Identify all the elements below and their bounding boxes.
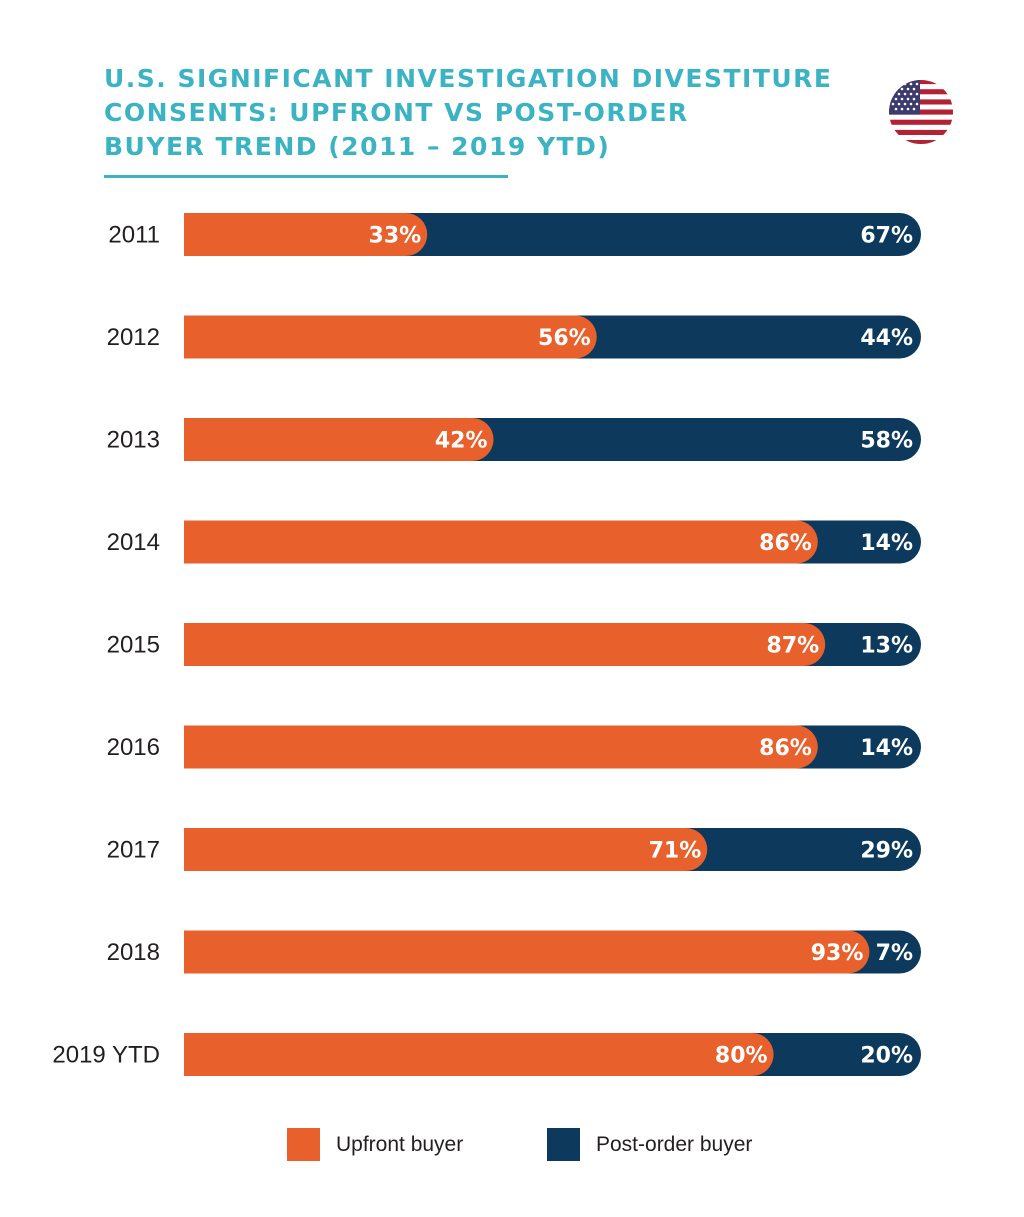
value-label-upfront: 56%	[538, 326, 591, 351]
value-label-upfront: 33%	[369, 224, 422, 249]
bar-upfront	[184, 725, 818, 769]
legend-label-upfront: Upfront buyer	[336, 1133, 464, 1156]
value-label-upfront: 93%	[811, 941, 864, 966]
value-label-post-order: 67%	[860, 224, 913, 249]
chart-title: U.S. SIGNIFICANT INVESTIGATION DIVESTITU…	[104, 62, 844, 164]
bar-upfront	[184, 623, 826, 666]
value-label-upfront: 86%	[759, 531, 812, 556]
chart-title-line-3: BUYER TREND (2011 – 2019 YTD)	[104, 132, 611, 161]
bar-upfront	[184, 1033, 774, 1076]
bar-upfront	[184, 930, 870, 974]
title-underline	[104, 175, 508, 178]
legend-swatch-post-order	[547, 1128, 580, 1161]
category-label: 2013	[107, 427, 160, 454]
value-label-post-order: 14%	[860, 736, 913, 761]
bar-upfront	[184, 315, 597, 359]
category-label: 2015	[107, 632, 160, 659]
value-label-post-order: 14%	[860, 531, 913, 556]
value-label-post-order: 29%	[860, 839, 913, 864]
value-label-post-order: 20%	[860, 1044, 913, 1069]
legend-label-post-order: Post-order buyer	[596, 1133, 753, 1156]
category-label: 2019 YTD	[52, 1042, 160, 1069]
value-label-post-order: 13%	[860, 634, 913, 659]
chart-title-line-2: CONSENTS: UPFRONT VS POST-ORDER	[104, 98, 689, 127]
category-label: 2017	[107, 837, 160, 864]
value-label-upfront: 42%	[435, 429, 488, 454]
category-label: 2018	[107, 939, 160, 966]
legend-swatch-upfront	[287, 1128, 320, 1161]
category-label: 2011	[108, 222, 160, 249]
value-label-upfront: 86%	[759, 736, 812, 761]
value-label-upfront: 71%	[649, 839, 702, 864]
us-flag-icon	[889, 80, 953, 144]
value-label-upfront: 80%	[715, 1044, 768, 1069]
chart-title-line-1: U.S. SIGNIFICANT INVESTIGATION DIVESTITU…	[104, 64, 833, 93]
value-label-post-order: 44%	[860, 326, 913, 351]
value-label-upfront: 87%	[767, 634, 820, 659]
category-label: 2012	[107, 324, 160, 351]
bar-upfront	[184, 828, 708, 871]
category-label: 2016	[107, 734, 160, 761]
bar-upfront	[184, 520, 818, 564]
value-label-post-order: 58%	[860, 429, 913, 454]
value-label-post-order: 7%	[876, 941, 913, 966]
category-label: 2014	[107, 529, 160, 556]
bar-upfront	[184, 418, 494, 461]
bar-upfront	[184, 213, 428, 256]
